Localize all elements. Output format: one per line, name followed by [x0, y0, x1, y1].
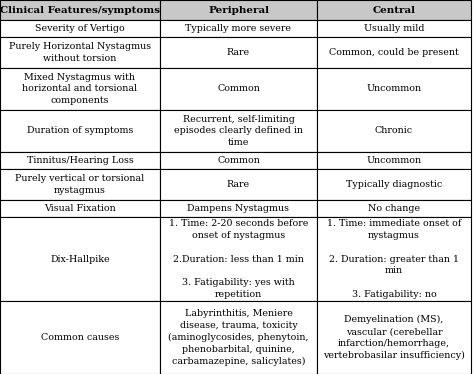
Text: Recurrent, self-limiting
episodes clearly defined in
time: Recurrent, self-limiting episodes clearl… [174, 115, 303, 147]
Bar [0, 68, 160, 110]
Text: Visual Fixation: Visual Fixation [44, 204, 116, 213]
Text: Labyrinthitis, Meniere
disease, trauma, toxicity
(aminoglycosides, phenytoin,
ph: Labyrinthitis, Meniere disease, trauma, … [168, 309, 309, 366]
Bar [317, 217, 471, 301]
Bar [160, 20, 317, 37]
Text: Purely vertical or torsional
nystagmus: Purely vertical or torsional nystagmus [15, 174, 145, 195]
Bar [317, 169, 471, 200]
Bar [317, 200, 471, 217]
Bar [0, 152, 160, 169]
Text: Dix-Hallpike: Dix-Hallpike [50, 255, 110, 264]
Bar [317, 301, 471, 374]
Text: Typically more severe: Typically more severe [185, 24, 292, 33]
Bar [0, 0, 160, 20]
Bar [0, 301, 160, 374]
Text: Common, could be present: Common, could be present [329, 48, 459, 57]
Bar [160, 200, 317, 217]
Bar [160, 0, 317, 20]
Text: Rare: Rare [227, 180, 250, 189]
Text: Common: Common [217, 85, 260, 94]
Text: Mixed Nystagmus with
horizontal and torsional
components: Mixed Nystagmus with horizontal and tors… [22, 73, 137, 105]
Bar [317, 68, 471, 110]
Bar [160, 217, 317, 301]
Text: Clinical Features/symptoms: Clinical Features/symptoms [0, 6, 160, 15]
Text: Rare: Rare [227, 48, 250, 57]
Bar [160, 37, 317, 68]
Bar [160, 152, 317, 169]
Bar [0, 217, 160, 301]
Text: Dampens Nystagmus: Dampens Nystagmus [188, 204, 290, 213]
Bar [317, 0, 471, 20]
Text: Tinnitus/Hearing Loss: Tinnitus/Hearing Loss [27, 156, 133, 165]
Bar [317, 152, 471, 169]
Bar [317, 110, 471, 152]
Text: 1. Time: immediate onset of
nystagmus

2. Duration: greater than 1
min

3. Fatig: 1. Time: immediate onset of nystagmus 2.… [327, 219, 461, 299]
Text: Typically diagnostic: Typically diagnostic [346, 180, 442, 189]
Bar [160, 169, 317, 200]
Text: Uncommon: Uncommon [366, 85, 421, 94]
Bar [317, 37, 471, 68]
Bar [0, 169, 160, 200]
Text: Severity of Vertigo: Severity of Vertigo [35, 24, 125, 33]
Text: 1. Time: 2-20 seconds before
onset of nystagmus

2.Duration: less than 1 min

3.: 1. Time: 2-20 seconds before onset of ny… [169, 219, 308, 299]
Bar [0, 200, 160, 217]
Text: Central: Central [373, 6, 416, 15]
Text: Usually mild: Usually mild [364, 24, 424, 33]
Bar [160, 68, 317, 110]
Text: Demyelination (MS),
vascular (cerebellar
infarction/hemorrhage,
vertebrobasilar : Demyelination (MS), vascular (cerebellar… [323, 315, 465, 360]
Text: Peripheral: Peripheral [208, 6, 269, 15]
Bar [0, 20, 160, 37]
Bar [160, 301, 317, 374]
Text: Common causes: Common causes [41, 333, 119, 342]
Bar [317, 20, 471, 37]
Bar [0, 37, 160, 68]
Text: Purely Horizontal Nystagmus
without torsion: Purely Horizontal Nystagmus without tors… [9, 42, 151, 63]
Text: No change: No change [368, 204, 420, 213]
Text: Common: Common [217, 156, 260, 165]
Bar [160, 110, 317, 152]
Text: Uncommon: Uncommon [366, 156, 421, 165]
Text: Chronic: Chronic [375, 126, 413, 135]
Text: Duration of symptoms: Duration of symptoms [27, 126, 133, 135]
Bar [0, 110, 160, 152]
